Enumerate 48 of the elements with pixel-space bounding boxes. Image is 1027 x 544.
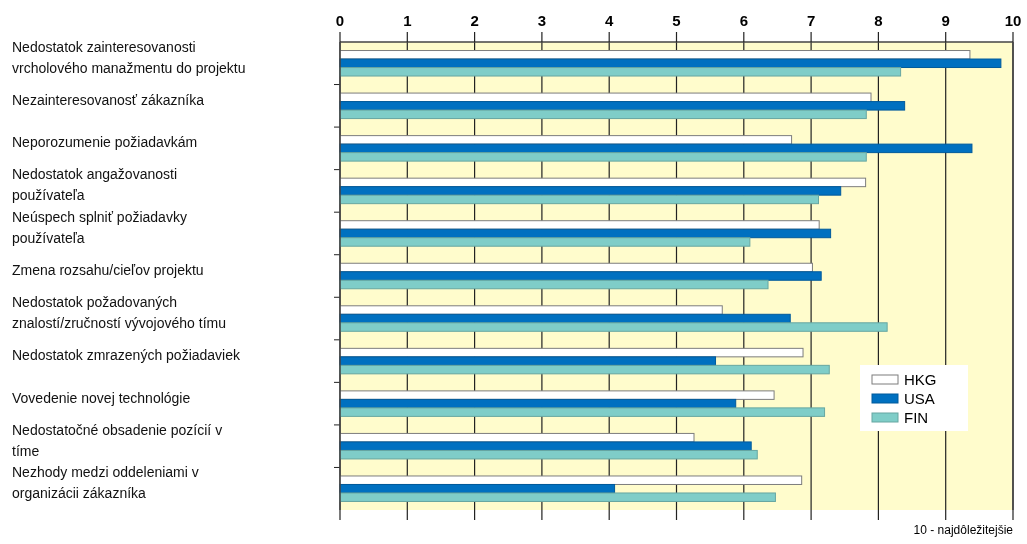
bar (339, 390, 775, 400)
bar (339, 305, 723, 315)
y-tick-label: Nedostatočné obsadenie pozícií v tíme (12, 421, 223, 459)
bar (339, 441, 752, 451)
bar (339, 58, 1002, 69)
y-tick-label: Vovedenie novej technológie (12, 389, 191, 406)
x-tick-label: 2 (470, 12, 479, 29)
bar (339, 279, 769, 290)
bar (339, 492, 776, 502)
x-tick-label: 3 (537, 12, 547, 29)
x-tick-label: 10 (1004, 12, 1022, 29)
x-tick-label: 7 (806, 12, 816, 29)
legend-label: USA (904, 390, 935, 407)
bar (339, 407, 826, 417)
y-tick-label: Nedostatok zainteresovanosti vrcholového manažmentu do projektu (12, 38, 246, 76)
bar (339, 194, 819, 205)
y-tick-label: Zmena rozsahu/cieľov projektu (12, 262, 204, 278)
bar (339, 152, 867, 162)
bar (339, 67, 902, 77)
bar (339, 109, 867, 120)
bar (339, 271, 822, 281)
bar (339, 364, 830, 375)
y-tick-label: Nezainteresovanosť zákazníka (12, 91, 205, 108)
bar (339, 237, 751, 247)
bar (339, 186, 842, 196)
y-tick-label: Nezhody medzi oddeleniami v organizácii zákazníka (12, 464, 199, 502)
x-tick-label: 5 (672, 12, 681, 29)
legend-label: FIN (904, 409, 929, 426)
bar (339, 475, 803, 485)
y-tick-label: Nedostatok angažovanosti používateľa (12, 166, 177, 204)
bar (339, 220, 820, 230)
y-tick-label: Nedostatok požadovaných znalostí/zručností vývojového tímu (12, 294, 226, 332)
x-tick-label: 4 (605, 12, 615, 29)
y-tick-label: Neúspech splniť požiadavky používateľa (12, 208, 187, 246)
bar (339, 449, 758, 460)
legend-label: HKG (904, 371, 937, 388)
x-tick-label: 6 (739, 12, 748, 29)
bar (339, 322, 888, 332)
x-tick-label: 0 (335, 12, 345, 29)
bar (339, 143, 973, 154)
x-tick-label: 1 (403, 12, 412, 29)
text: 10 - najdôležitejšie (913, 523, 1014, 537)
x-tick-label: 8 (874, 12, 883, 29)
bar (339, 92, 872, 103)
y-tick-label: Nedostatok zmrazených požiadaviek (12, 347, 242, 364)
y-tick-label: Neporozumenie požiadavkám (12, 134, 198, 151)
x-tick-label: 9 (941, 12, 950, 29)
bar (339, 356, 717, 366)
